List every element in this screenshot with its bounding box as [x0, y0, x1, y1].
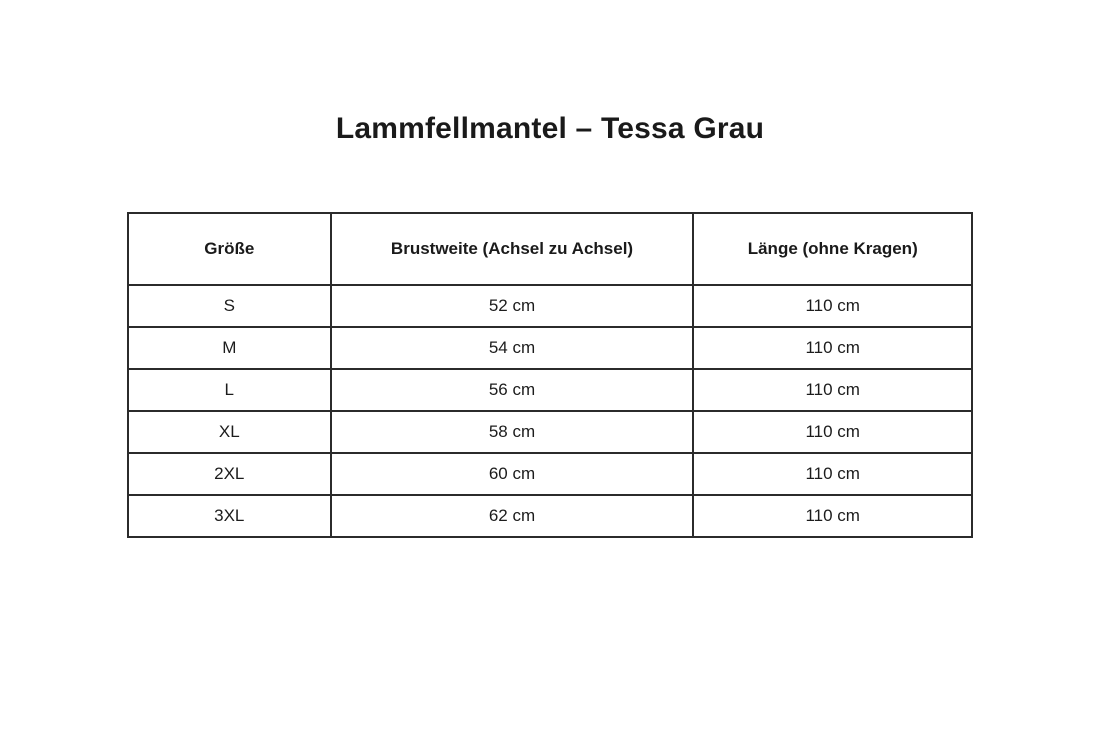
chest-cell: 54 cm: [329, 326, 695, 370]
length-cell: 110 cm: [692, 326, 973, 370]
table-row: XL 58 cm 110 cm: [127, 410, 973, 454]
header-size: Größe: [127, 212, 332, 286]
header-length: Länge (ohne Kragen): [692, 212, 973, 286]
length-cell: 110 cm: [692, 368, 973, 412]
table-row: 2XL 60 cm 110 cm: [127, 452, 973, 496]
table-row: 3XL 62 cm 110 cm: [127, 494, 973, 538]
size-cell: XL: [127, 410, 332, 454]
size-cell: 2XL: [127, 452, 332, 496]
chest-cell: 52 cm: [329, 284, 695, 328]
length-cell: 110 cm: [692, 410, 973, 454]
length-cell: 110 cm: [692, 284, 973, 328]
size-chart-body: S 52 cm 110 cm M 54 cm 110 cm L 56 cm 11…: [127, 284, 973, 538]
chest-cell: 62 cm: [329, 494, 695, 538]
chest-cell: 60 cm: [329, 452, 695, 496]
size-cell: L: [127, 368, 332, 412]
chest-cell: 56 cm: [329, 368, 695, 412]
length-cell: 110 cm: [692, 494, 973, 538]
table-row: S 52 cm 110 cm: [127, 284, 973, 328]
table-row: L 56 cm 110 cm: [127, 368, 973, 412]
size-chart-table: Größe Brustweite (Achsel zu Achsel) Läng…: [127, 212, 973, 538]
length-cell: 110 cm: [692, 452, 973, 496]
header-chest: Brustweite (Achsel zu Achsel): [329, 212, 695, 286]
size-cell: M: [127, 326, 332, 370]
header-row: Größe Brustweite (Achsel zu Achsel) Läng…: [127, 212, 973, 286]
chest-cell: 58 cm: [329, 410, 695, 454]
size-cell: S: [127, 284, 332, 328]
page-title: Lammfellmantel – Tessa Grau: [335, 112, 765, 145]
table-row: M 54 cm 110 cm: [127, 326, 973, 370]
size-chart-header: Größe Brustweite (Achsel zu Achsel) Läng…: [127, 212, 973, 286]
size-cell: 3XL: [127, 494, 332, 538]
